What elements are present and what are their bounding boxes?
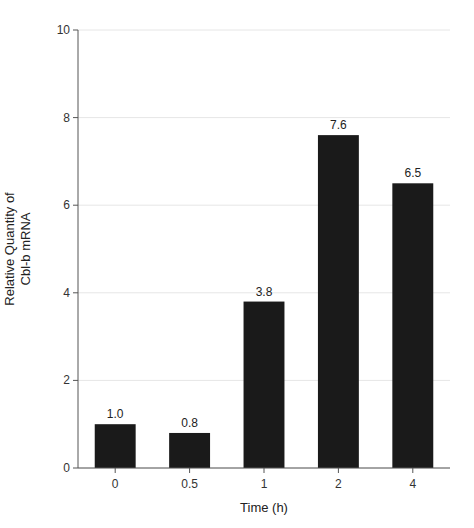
- data-label: 6.5: [404, 166, 421, 180]
- bar: [392, 183, 433, 468]
- x-tick-label: 4: [409, 477, 416, 491]
- y-tick-label: 4: [63, 286, 70, 300]
- x-tick-label: 2: [335, 477, 342, 491]
- y-tick-label: 10: [57, 23, 71, 37]
- y-axis: 0 2 4 6 8 10: [57, 23, 450, 475]
- x-tick: [115, 468, 116, 473]
- data-labels: 1.0 0.8 3.8 7.6 6.5: [107, 118, 422, 430]
- y-tick-label: 6: [63, 198, 70, 212]
- x-tick-label: 0: [112, 477, 119, 491]
- y-tick: [73, 292, 78, 293]
- y-tick: [73, 468, 78, 469]
- chart-svg: 0 2 4 6 8 10 1.0 0.8 3.8 7.6 6.5 0 0.5 1 2 4 Time (h) Rel…: [0, 0, 474, 528]
- grid-line: [78, 117, 450, 118]
- grid-line: [78, 30, 450, 31]
- x-tick-label: 0.5: [181, 477, 198, 491]
- y-tick-label: 0: [63, 461, 70, 475]
- data-label: 0.8: [181, 416, 198, 430]
- bars: [95, 135, 434, 468]
- x-axis: 0 0.5 1 2 4: [112, 468, 417, 491]
- bar: [244, 302, 285, 468]
- bar: [95, 424, 136, 468]
- y-tick: [73, 380, 78, 381]
- x-tick: [189, 468, 190, 473]
- x-tick: [264, 468, 265, 473]
- data-label: 3.8: [256, 285, 273, 299]
- bar: [318, 135, 359, 468]
- y-axis-label: Relative Quantity ofCbl-b mRNA: [2, 192, 33, 306]
- y-tick: [73, 30, 78, 31]
- x-axis-label: Time (h): [240, 500, 288, 515]
- x-tick: [412, 468, 413, 473]
- chart-container: 0 2 4 6 8 10 1.0 0.8 3.8 7.6 6.5 0 0.5 1 2 4 Time (h) Rel…: [0, 0, 474, 528]
- y-tick: [73, 117, 78, 118]
- bar: [169, 433, 210, 468]
- data-label: 7.6: [330, 118, 347, 132]
- y-axis-line: [78, 30, 79, 468]
- data-label: 1.0: [107, 407, 124, 421]
- x-tick-label: 1: [261, 477, 268, 491]
- y-tick-label: 8: [63, 111, 70, 125]
- y-tick-label: 2: [63, 373, 70, 387]
- y-tick: [73, 205, 78, 206]
- x-tick: [338, 468, 339, 473]
